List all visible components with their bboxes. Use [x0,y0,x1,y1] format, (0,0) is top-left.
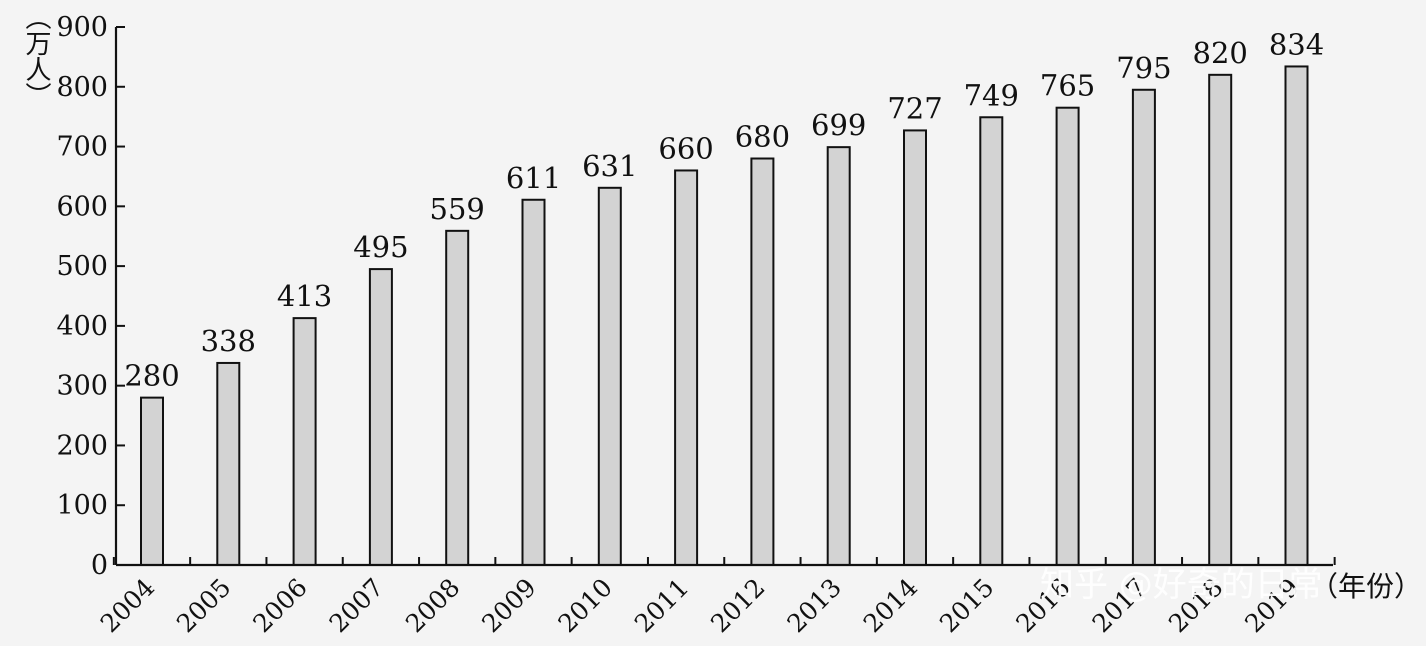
y-tick-label: 600 [56,191,108,222]
y-tick-label: 800 [56,72,108,103]
bar-2013 [826,146,851,567]
x-tick-label-2006: 2006 [247,573,312,638]
x-tick-label-2008: 2008 [400,573,465,638]
data-label-2012: 680 [735,120,790,154]
data-label-2005: 338 [201,324,256,358]
bar-2014 [903,129,927,566]
bar-2008 [445,229,470,566]
data-label-2013: 699 [811,108,866,142]
y-tick-label: 200 [56,430,108,461]
x-tick-label-2011: 2011 [629,573,694,638]
data-label-2017: 795 [1116,51,1171,85]
y-tick-label: 900 [56,12,108,43]
x-tick-label-2015: 2015 [934,573,999,638]
bar-2010 [597,186,622,566]
watermark-text: 知乎 @好奇的日常 [1040,565,1323,605]
data-label-2014: 727 [887,91,942,125]
y-axis-title-text: （万人） [21,4,51,108]
data-label-2015: 749 [964,78,1019,112]
x-tick-label-2004: 2004 [95,573,160,638]
data-label-2009: 611 [506,161,561,195]
bar-2015 [979,116,1004,567]
y-tick-label: 400 [56,311,108,342]
x-tick-label-2009: 2009 [476,573,541,638]
y-tick-label: 500 [56,251,108,282]
bar-2012 [750,157,775,566]
data-label-2016: 765 [1040,69,1095,103]
bar-2005 [216,361,241,566]
bar-2004 [140,396,164,566]
x-tick-label-2005: 2005 [171,573,236,638]
bar-2016 [1055,106,1080,566]
bar-2019 [1284,65,1309,566]
y-axis-ticks: 0 100 200 300 400 500 600 700 800 900 [56,12,125,581]
bar-2011 [674,169,699,566]
y-tick-label: 700 [56,132,108,163]
data-label-2006: 413 [277,279,332,313]
y-tick-label: 100 [56,490,108,521]
bar-2007 [368,268,393,566]
x-axis-title: （年份） [1310,570,1422,603]
y-tick-label: 0 [91,550,108,581]
bar-2006 [292,317,317,566]
x-tick-label-2012: 2012 [705,573,770,638]
bars [140,65,1309,567]
x-tick-label-2013: 2013 [781,573,846,638]
x-tick-label-2007: 2007 [324,573,389,638]
bar-2009 [521,198,546,566]
data-label-2010: 631 [582,149,637,183]
x-tick-label-2014: 2014 [858,573,923,638]
data-labels: 280 338 413 495 559 611 631 660 680 699 727 749 765 7… [124,27,1324,392]
data-label-2004: 280 [124,359,179,393]
y-axis-title: （万人） [21,4,51,108]
data-label-2008: 559 [430,192,485,226]
x-tick-label-2010: 2010 [553,573,618,638]
data-label-2018: 820 [1193,36,1248,70]
data-label-2019: 834 [1269,27,1324,61]
y-tick-label: 300 [56,371,108,402]
bar-2018 [1208,73,1233,566]
data-label-2007: 495 [353,230,408,264]
bar-2017 [1131,88,1156,567]
data-label-2011: 660 [658,131,713,165]
